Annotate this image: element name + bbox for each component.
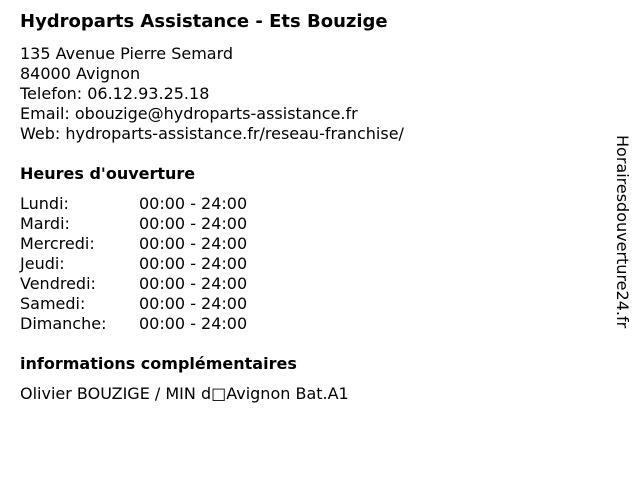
hours-row: Lundi: 00:00 - 24:00 [20, 194, 247, 214]
day: Vendredi: [20, 274, 96, 293]
day: Mercredi: [20, 234, 95, 253]
business-name: Hydroparts Assistance - Ets Bouzige [20, 11, 388, 32]
hours-row: Mercredi: 00:00 - 24:00 [20, 234, 247, 254]
website: Web: hydroparts-assistance.fr/reseau-fra… [20, 124, 404, 143]
street: 135 Avenue Pierre Semard [20, 44, 234, 63]
hours-table: Lundi: 00:00 - 24:00 Mardi: 00:00 - 24:00 … [20, 194, 247, 334]
day: Jeudi: [20, 254, 65, 273]
day: Samedi: [20, 294, 86, 313]
day: Lundi: [20, 194, 69, 213]
time: 00:00 - 24:00 [139, 234, 248, 253]
time: 00:00 - 24:00 [139, 254, 248, 273]
day: Mardi: [20, 214, 70, 233]
time: 00:00 - 24:00 [139, 294, 248, 313]
site-watermark: Horairesdouverture24.fr [613, 135, 632, 329]
extra-heading: informations complémentaires [20, 354, 297, 373]
phone: Telefon: 06.12.93.25.18 [20, 84, 210, 103]
extra-text: Olivier BOUZIGE / MIN d□Avignon Bat.A1 [20, 384, 349, 403]
hours-row: Dimanche: 00:00 - 24:00 [20, 314, 247, 334]
contact-block: 135 Avenue Pierre Semard 84000 Avignon T… [20, 44, 404, 144]
time: 00:00 - 24:00 [139, 214, 248, 233]
hours-row: Jeudi: 00:00 - 24:00 [20, 254, 247, 274]
day: Dimanche: [20, 314, 107, 333]
city: 84000 Avignon [20, 64, 141, 83]
time: 00:00 - 24:00 [139, 274, 248, 293]
email: Email: obouzige@hydroparts-assistance.fr [20, 104, 358, 123]
hours-row: Mardi: 00:00 - 24:00 [20, 214, 247, 234]
hours-heading: Heures d'ouverture [20, 164, 196, 183]
hours-row: Vendredi: 00:00 - 24:00 [20, 274, 247, 294]
time: 00:00 - 24:00 [139, 314, 248, 333]
time: 00:00 - 24:00 [139, 194, 248, 213]
hours-row: Samedi: 00:00 - 24:00 [20, 294, 247, 314]
